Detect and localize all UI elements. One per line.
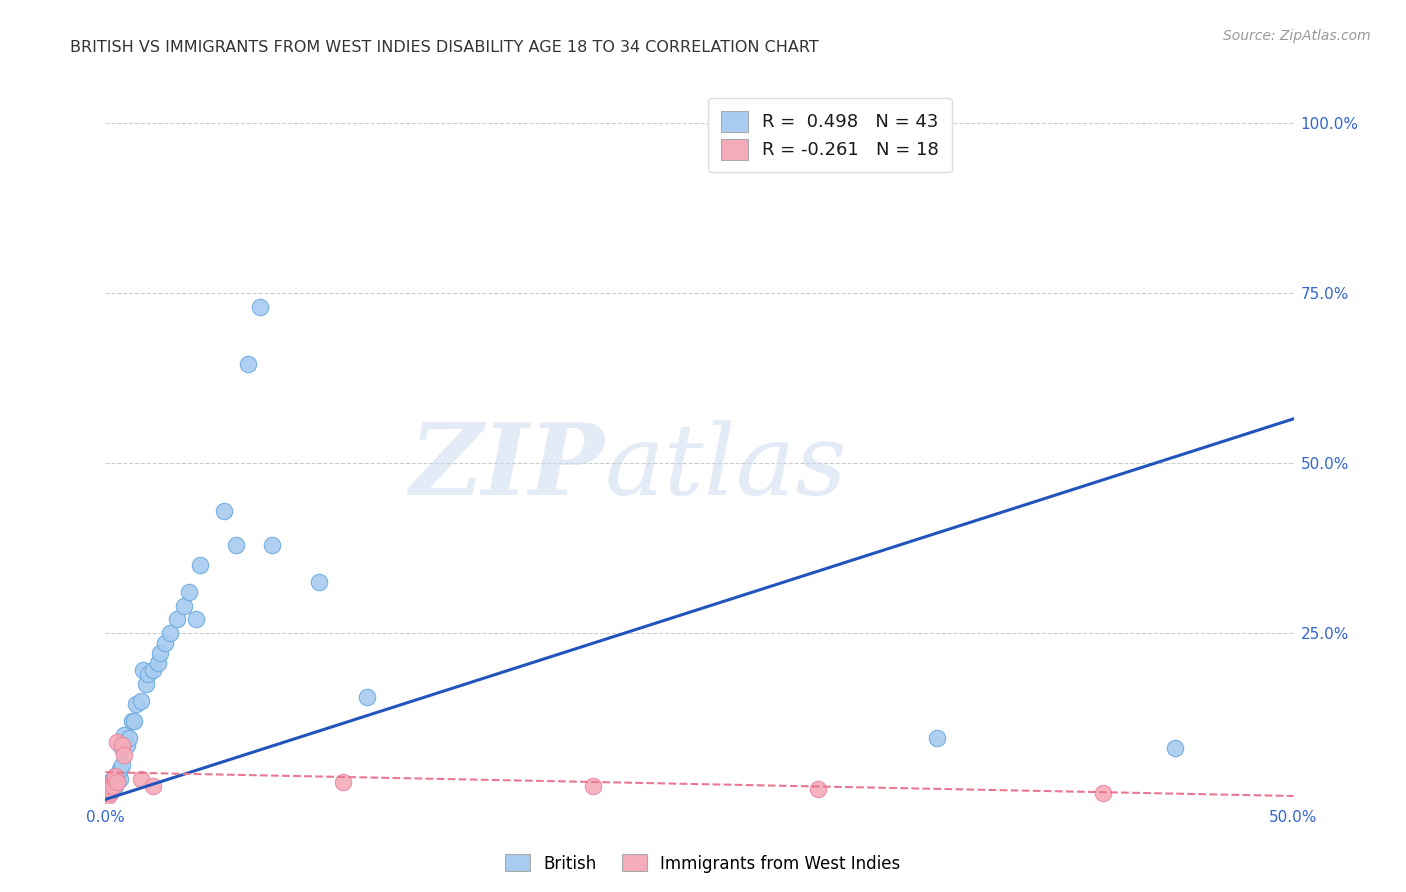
Point	[105, 769, 128, 783]
Point	[807, 782, 830, 797]
Point	[129, 694, 152, 708]
Point	[115, 738, 138, 752]
Point	[108, 762, 131, 776]
Point	[114, 748, 136, 763]
Point	[332, 775, 354, 789]
Text: atlas: atlas	[605, 420, 848, 515]
Point	[97, 782, 120, 797]
Point	[111, 741, 134, 756]
Text: Source: ZipAtlas.com: Source: ZipAtlas.com	[1223, 29, 1371, 44]
Point	[173, 599, 195, 613]
Point	[129, 772, 152, 786]
Point	[125, 698, 148, 712]
Point	[105, 775, 128, 789]
Point	[153, 636, 176, 650]
Point	[122, 714, 145, 729]
Point	[166, 612, 188, 626]
Point	[105, 734, 128, 748]
Point	[1092, 786, 1115, 800]
Point	[190, 558, 212, 572]
Legend: R =  0.498   N = 43, R = -0.261   N = 18: R = 0.498 N = 43, R = -0.261 N = 18	[709, 98, 952, 172]
Point	[98, 775, 121, 789]
Text: BRITISH VS IMMIGRANTS FROM WEST INDIES DISABILITY AGE 18 TO 34 CORRELATION CHART: BRITISH VS IMMIGRANTS FROM WEST INDIES D…	[70, 40, 820, 55]
Point	[184, 612, 207, 626]
Point	[121, 714, 143, 729]
Point	[101, 779, 124, 793]
Point	[135, 677, 157, 691]
Point	[104, 772, 127, 786]
Point	[1164, 741, 1187, 756]
Point	[98, 782, 121, 797]
Point	[97, 789, 120, 803]
Point	[98, 786, 121, 800]
Point	[149, 646, 172, 660]
Point	[214, 503, 236, 517]
Point	[97, 779, 120, 793]
Point	[260, 537, 283, 551]
Point	[132, 663, 155, 677]
Point	[159, 626, 181, 640]
Point	[146, 657, 169, 671]
Point	[118, 731, 141, 746]
Point	[136, 666, 159, 681]
Point	[97, 786, 120, 800]
Point	[225, 537, 247, 551]
Point	[104, 779, 127, 793]
Point	[236, 358, 259, 372]
Point	[114, 728, 136, 742]
Point	[108, 772, 131, 786]
Point	[925, 731, 948, 746]
Point	[98, 779, 121, 793]
Point	[105, 775, 128, 789]
Point	[142, 779, 165, 793]
Point	[249, 300, 271, 314]
Point	[111, 758, 134, 772]
Point	[104, 769, 127, 783]
Point	[142, 663, 165, 677]
Point	[101, 775, 124, 789]
Point	[581, 779, 603, 793]
Point	[177, 585, 200, 599]
Point	[111, 738, 134, 752]
Point	[308, 574, 330, 589]
Legend: British, Immigrants from West Indies: British, Immigrants from West Indies	[499, 847, 907, 880]
Point	[101, 782, 124, 797]
Point	[101, 772, 124, 786]
Point	[356, 690, 378, 705]
Point	[104, 769, 127, 783]
Text: ZIP: ZIP	[409, 419, 605, 516]
